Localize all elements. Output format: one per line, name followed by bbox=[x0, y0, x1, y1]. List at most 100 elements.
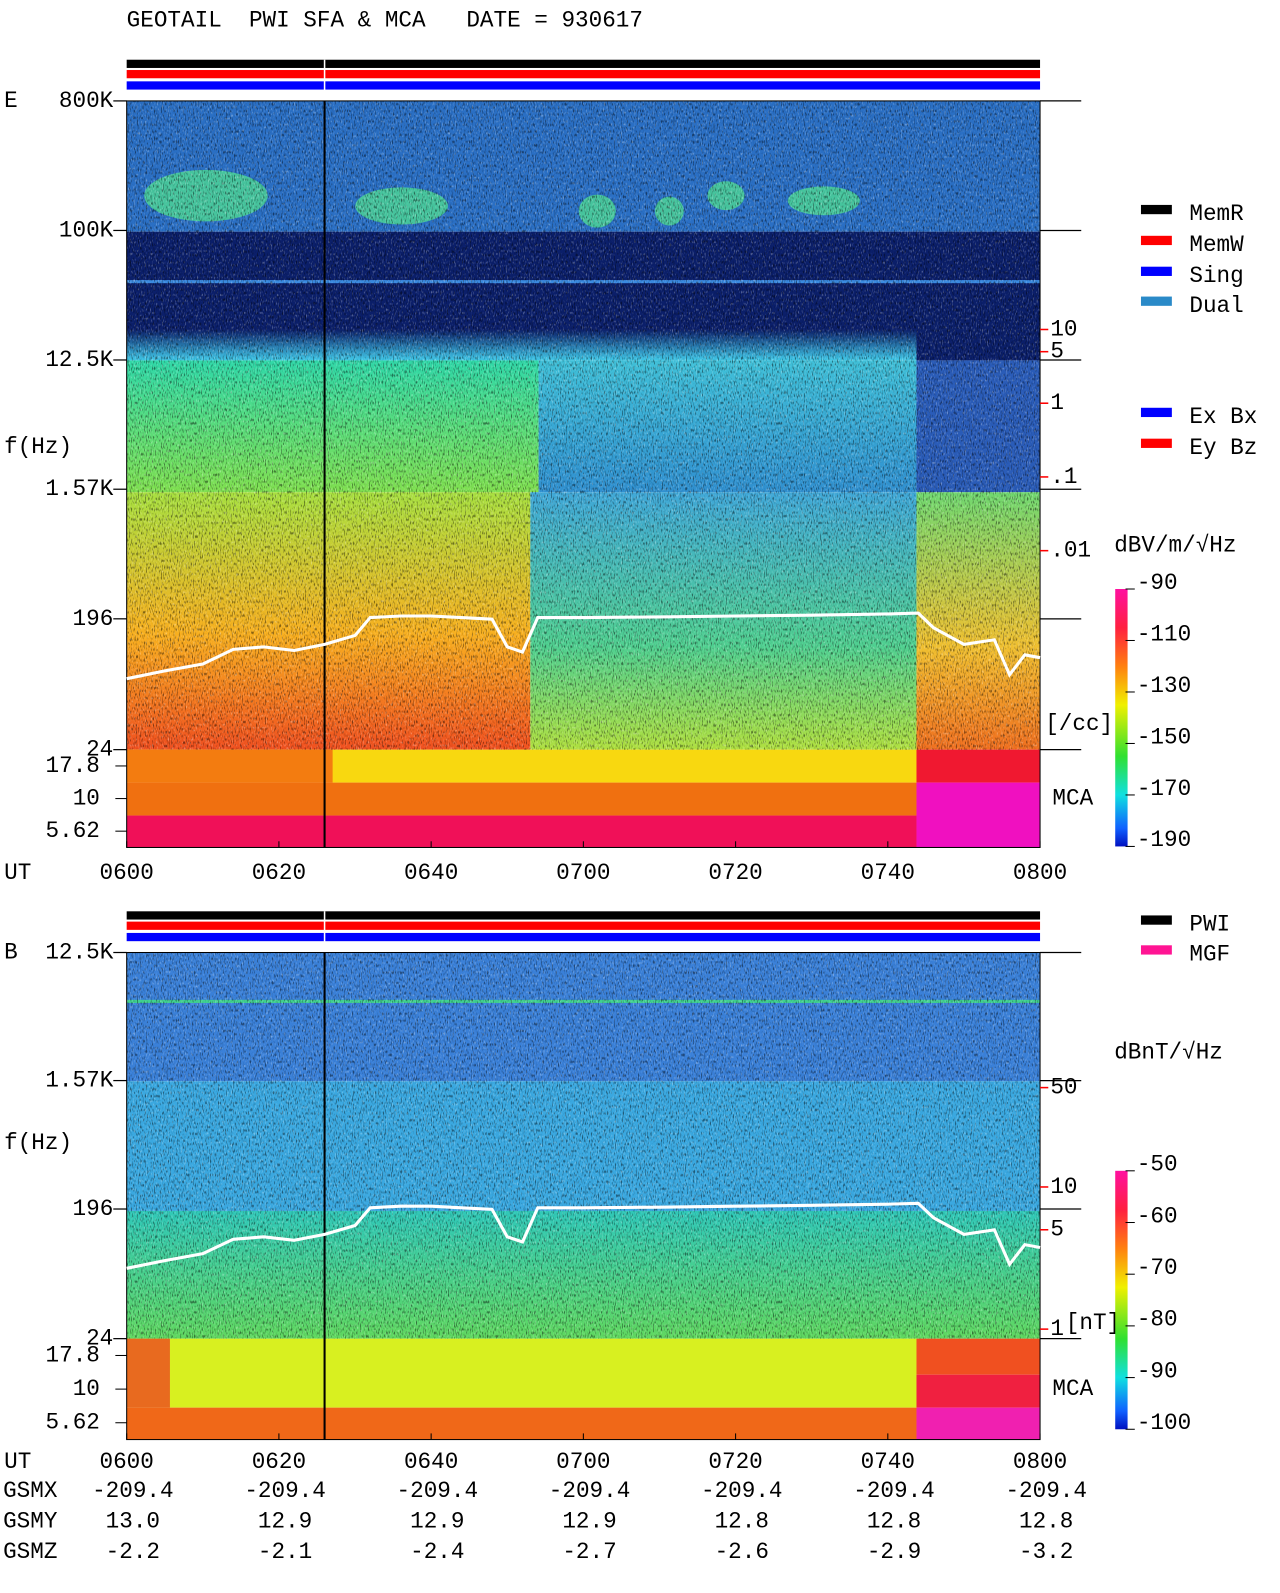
legend-label: MGF bbox=[1189, 942, 1230, 968]
colorbar-tick-label: -130 bbox=[1137, 673, 1191, 699]
colorbar-tick-label: -170 bbox=[1137, 776, 1191, 802]
y2-unit: [/cc] bbox=[1045, 711, 1113, 737]
y2-tick-label: 10 bbox=[1050, 1174, 1077, 1200]
y-tick-label: 24 bbox=[86, 737, 113, 763]
data-line bbox=[126, 611, 1041, 681]
y-tick-label: 12.5K bbox=[45, 939, 113, 965]
y2-tick-label: 1 bbox=[1050, 1316, 1064, 1342]
y2-tick-label: 1 bbox=[1050, 390, 1064, 416]
orbit-value: -209.4 bbox=[853, 1478, 935, 1504]
legend-label: Dual bbox=[1189, 293, 1243, 319]
mca-region bbox=[126, 1407, 917, 1440]
legend-swatch bbox=[1140, 945, 1172, 955]
mca-tick-label: 10 bbox=[73, 786, 100, 812]
legend-swatch bbox=[1140, 915, 1172, 925]
y-axis-title: f(Hz) bbox=[4, 1130, 72, 1156]
mode-bar bbox=[126, 932, 1041, 942]
mca-label: MCA bbox=[1052, 1376, 1093, 1402]
colorbar-label: dBV/m/√Hz bbox=[1114, 533, 1236, 559]
mca-region bbox=[916, 782, 1041, 848]
orbit-value: -209.4 bbox=[244, 1478, 326, 1504]
y-tick-label: 100K bbox=[59, 217, 114, 243]
orbit-value: 12.8 bbox=[1019, 1508, 1073, 1534]
x-tick-label: 0800 bbox=[1013, 1449, 1067, 1475]
orbit-value: 12.9 bbox=[562, 1508, 616, 1534]
orbit-value: -2.2 bbox=[106, 1539, 160, 1565]
orbit-value: -209.4 bbox=[1005, 1478, 1087, 1504]
orbit-value: 13.0 bbox=[106, 1508, 160, 1534]
colorbar bbox=[1115, 589, 1128, 847]
y2-tick-label: 5 bbox=[1050, 1217, 1064, 1243]
x-tick-label: 0800 bbox=[1013, 860, 1067, 886]
legend-label: MemW bbox=[1189, 232, 1244, 258]
mca-tick-label: 10 bbox=[73, 1376, 100, 1402]
y2-tick-label: .01 bbox=[1050, 538, 1091, 564]
y-tick-label: 1.57K bbox=[45, 476, 113, 502]
x-tick-label: 0620 bbox=[252, 1449, 306, 1475]
x-tick-label: 0720 bbox=[708, 1449, 762, 1475]
y2-tick-label: 5 bbox=[1050, 339, 1064, 365]
colorbar-tick-label: -60 bbox=[1137, 1203, 1178, 1229]
mca-region bbox=[126, 782, 917, 816]
colorbar-tick-label: -90 bbox=[1137, 570, 1178, 596]
orbit-value: -209.4 bbox=[701, 1478, 783, 1504]
legend-swatch bbox=[1140, 407, 1172, 418]
y-tick-label: 24 bbox=[86, 1326, 113, 1352]
colorbar bbox=[1115, 1170, 1128, 1430]
spectrogram-b bbox=[126, 952, 1041, 1440]
colorbar-label: dBnT/√Hz bbox=[1114, 1039, 1223, 1065]
legend-label: Sing bbox=[1189, 263, 1243, 289]
legend-swatch bbox=[1140, 296, 1172, 306]
x-tick-label: 0620 bbox=[252, 860, 306, 886]
orbit-value: -209.4 bbox=[92, 1478, 174, 1504]
mode-bar bbox=[126, 59, 1041, 68]
mca-region bbox=[126, 815, 917, 848]
legend-label: Ex Bx bbox=[1189, 404, 1257, 430]
mode-bar bbox=[126, 921, 1041, 930]
x-tick-label: 0700 bbox=[556, 860, 610, 886]
mca-tick-label: 17.8 bbox=[46, 753, 100, 779]
x-tick-label: 0640 bbox=[404, 860, 458, 886]
y-tick-label: 12.5K bbox=[45, 347, 113, 373]
noise bbox=[126, 952, 1041, 1339]
x-tick-label: 0600 bbox=[99, 860, 153, 886]
x-tick-label: 0640 bbox=[404, 1449, 458, 1475]
orbit-value: 12.8 bbox=[867, 1508, 921, 1534]
orbit-value: 12.8 bbox=[715, 1508, 769, 1534]
plot-frame bbox=[126, 100, 1041, 848]
mca-region bbox=[916, 1338, 1041, 1375]
colorbar-tick-label: -150 bbox=[1137, 724, 1191, 750]
legend-label: PWI bbox=[1189, 912, 1230, 938]
legend-swatch bbox=[1140, 235, 1172, 246]
orbit-value: -2.4 bbox=[410, 1539, 464, 1565]
plot-frame bbox=[126, 951, 1041, 1441]
mode-bar bbox=[126, 70, 1041, 79]
panel-label: B bbox=[4, 939, 18, 965]
legend-swatch bbox=[1140, 266, 1172, 276]
y-tick-label: 800K bbox=[59, 88, 114, 114]
orbit-value: 12.9 bbox=[258, 1508, 312, 1534]
mca-region bbox=[916, 749, 1041, 783]
legend-swatch bbox=[1140, 204, 1172, 215]
orbit-label: GSMX bbox=[3, 1478, 58, 1504]
x-tick-label: 0740 bbox=[861, 860, 915, 886]
spectrogram-e bbox=[126, 100, 1041, 848]
colorbar-tick-label: -110 bbox=[1137, 621, 1191, 647]
y-tick-label: 1.57K bbox=[45, 1068, 113, 1094]
mca-tick-label: 5.62 bbox=[46, 818, 100, 844]
orbit-value: -2.9 bbox=[867, 1539, 921, 1565]
orbit-value: -2.1 bbox=[258, 1539, 312, 1565]
orbit-value: -209.4 bbox=[549, 1478, 631, 1504]
x-tick-label: 0740 bbox=[861, 1449, 915, 1475]
y-tick-label: 196 bbox=[73, 1196, 114, 1222]
legend-swatch bbox=[1140, 438, 1172, 448]
y-tick-label: 196 bbox=[73, 606, 114, 632]
y2-unit: [nT] bbox=[1066, 1310, 1120, 1336]
mca-region bbox=[126, 1338, 170, 1408]
x-tick-label: 0720 bbox=[708, 860, 762, 886]
colorbar-tick-label: -80 bbox=[1137, 1307, 1178, 1333]
mca-tick-label: 17.8 bbox=[46, 1342, 100, 1368]
legend-label: Ey Bz bbox=[1189, 435, 1257, 461]
colorbar-tick-label: -70 bbox=[1137, 1255, 1178, 1281]
